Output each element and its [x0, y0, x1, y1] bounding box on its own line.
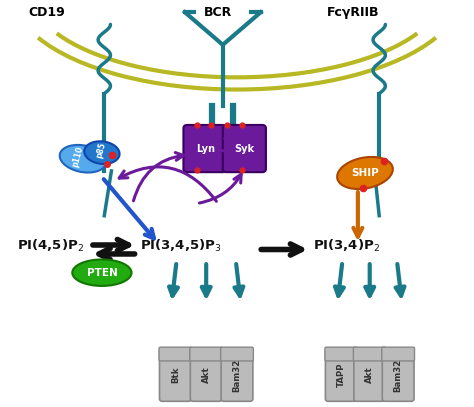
FancyBboxPatch shape [325, 347, 357, 361]
Text: PI(3,4,5)P$_3$: PI(3,4,5)P$_3$ [140, 239, 221, 254]
Ellipse shape [72, 260, 131, 286]
FancyBboxPatch shape [353, 347, 386, 361]
Text: CD19: CD19 [28, 6, 65, 19]
Text: Akt: Akt [202, 367, 210, 383]
FancyBboxPatch shape [190, 349, 222, 401]
FancyBboxPatch shape [382, 349, 414, 401]
Text: Bam32: Bam32 [233, 358, 241, 392]
FancyBboxPatch shape [354, 349, 386, 401]
Text: PI(3,4)P$_2$: PI(3,4)P$_2$ [313, 239, 380, 254]
Text: PI(4,5)P$_2$: PI(4,5)P$_2$ [17, 239, 83, 254]
Ellipse shape [60, 145, 106, 173]
Text: Bam32: Bam32 [394, 358, 402, 392]
Text: p85: p85 [94, 142, 108, 160]
Text: FcγRIIB: FcγRIIB [327, 6, 380, 19]
Text: Btk: Btk [171, 367, 180, 383]
Text: PTEN: PTEN [87, 268, 117, 278]
FancyBboxPatch shape [190, 347, 222, 361]
FancyBboxPatch shape [325, 349, 357, 401]
FancyBboxPatch shape [223, 125, 266, 172]
Text: TAPP: TAPP [337, 363, 346, 387]
FancyBboxPatch shape [382, 347, 414, 361]
Text: Lyn: Lyn [196, 144, 215, 153]
Text: p110: p110 [71, 145, 85, 168]
Text: Akt: Akt [365, 367, 374, 383]
FancyBboxPatch shape [159, 347, 191, 361]
FancyBboxPatch shape [183, 125, 227, 172]
Ellipse shape [337, 157, 393, 189]
FancyBboxPatch shape [159, 349, 191, 401]
FancyBboxPatch shape [221, 349, 253, 401]
FancyBboxPatch shape [220, 347, 253, 361]
Text: BCR: BCR [204, 6, 232, 19]
Ellipse shape [84, 141, 119, 164]
Text: SHIP: SHIP [351, 168, 379, 178]
Text: Syk: Syk [235, 144, 255, 153]
